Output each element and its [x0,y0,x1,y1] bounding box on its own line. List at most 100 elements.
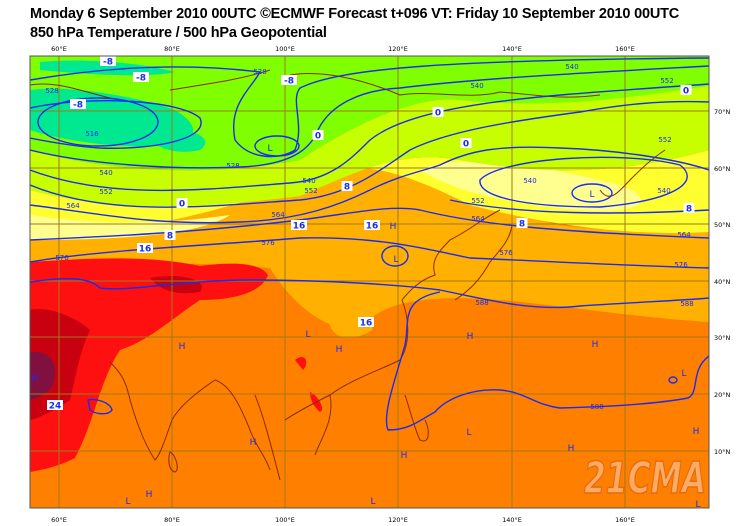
coastline-indochina [254,394,332,481]
high-pressure-marker: H [592,340,599,350]
low-pressure-marker: L [681,369,686,379]
temperature-label: -8 [136,74,146,84]
temperature-label: 8 [344,183,350,193]
temperature-label: 0 [435,109,441,119]
temperature-label: 16 [293,222,306,232]
temp-region-veryhot [30,258,268,472]
contour-line [30,100,202,149]
coastline-kamchatka [599,149,666,197]
map-subtitle: 850 hPa Temperature / 500 hPa Geopotenti… [30,25,327,41]
temp-label-box [133,72,149,82]
temp-region-max [30,351,55,400]
lat-tick-label: 10°N [714,448,731,456]
high-pressure-marker: H [390,222,397,232]
geopotential-label: 528 [226,162,239,170]
temperature-label: -8 [73,101,83,111]
lon-tick-label: 120°E [388,516,408,524]
geopotential-label: 564 [271,211,285,219]
contour-line [30,146,709,224]
low-pressure-marker: L [125,497,130,507]
lon-tick-label: 80°E [164,516,180,524]
temperature-label: 8 [519,220,525,230]
geopotential-label: 576 [55,254,69,262]
geopotential-label: 552 [99,188,112,196]
coastline-japan [454,224,513,301]
temperature-label: 16 [366,222,379,232]
low-pressure-marker: L [695,500,700,510]
geopotential-contours [30,57,709,431]
temperature-label: 24 [49,402,62,412]
contour-line [30,207,709,241]
lon-tick-label: 100°E [275,516,295,524]
geopotential-label: 576 [499,249,513,257]
coastline-india [109,361,271,471]
temperature-labels: -8 -8 -8 -8 0 0 0 0 0 8 8 8 8 16 16 16 16 24 [47,56,695,412]
temperature-field [30,56,709,508]
temp-label-box [291,220,307,230]
geopotential-label: 564 [471,215,485,223]
high-pressure-marker: H [401,451,408,461]
temperature-label: 0 [179,200,185,210]
geopotential-label: 516 [85,130,99,138]
temp-label-box [281,75,297,85]
contour-line [87,398,113,415]
temp-region-extreme [30,275,202,420]
temp-label-box [432,107,444,117]
geopotential-label: 552 [658,136,671,144]
lon-tick-label: 140°E [502,516,522,524]
geopotential-label: 552 [471,197,484,205]
geopotential-label: 528 [253,68,266,76]
temp-label-box [137,243,153,253]
lat-tick-label: 70°N [714,108,731,116]
temp-label-box [680,85,692,95]
contour-line [30,65,709,169]
contour-line [385,291,709,431]
contour-line [449,199,709,214]
watermark-logo: 21CMA [583,452,707,505]
temp-region-mild [30,85,709,207]
temp-region-cold [30,60,206,152]
temperature-label: 16 [139,245,152,255]
high-pressure-marker: H [693,427,700,437]
temp-region-lightyellow [30,161,641,240]
temp-label-box [516,218,528,228]
low-pressure-marker: L [267,144,272,154]
low-pressure-marker: L [466,428,471,438]
geopotential-label: 588 [680,300,693,308]
geopotential-label: 540 [302,177,315,185]
low-pressure-marker: L [393,255,398,265]
contour-line [30,83,709,192]
low-pressure-marker: L [305,330,310,340]
geopotential-label: 552 [304,187,317,195]
contour-line [571,183,613,203]
high-pressure-marker: H [250,438,257,448]
temp-label-box [341,181,353,191]
geopotential-label: 588 [590,403,603,411]
geopotential-label: 528 [45,87,58,95]
lat-tick-label: 40°N [714,278,731,286]
contour-line [668,376,678,384]
geopotential-label: 576 [261,239,275,247]
lon-tick-label: 60°E [51,516,67,524]
geopotential-labels: 528 516 528 528 540 552 564 576 564 576 540 552 540 5… [45,63,693,411]
temp-label-box [683,203,695,213]
geopotential-label: 540 [470,82,483,90]
high-pressure-marker: H [146,490,153,500]
lon-axis-bottom: 60°E 80°E 100°E 120°E 140°E 160°E [51,516,635,524]
watermark-text: 21CMA [584,453,706,504]
lon-tick-label: 60°E [51,45,67,53]
geopotential-label: 540 [657,187,670,195]
contour-line [479,156,688,208]
lat-tick-label: 60°N [714,165,731,173]
geopotential-label: 540 [523,177,536,185]
temperature-label: 8 [686,205,692,215]
geopotential-label: 540 [99,169,112,177]
lon-axis-top: 60°E 80°E 100°E 120°E 140°E 160°E [51,45,635,53]
coastline-east-asia [329,209,501,396]
lat-tick-label: 50°N [714,221,731,229]
temperature-label: 0 [315,132,321,142]
lon-tick-label: 80°E [164,45,180,53]
lat-tick-label: 20°N [714,391,731,399]
temp-label-box [364,220,380,230]
